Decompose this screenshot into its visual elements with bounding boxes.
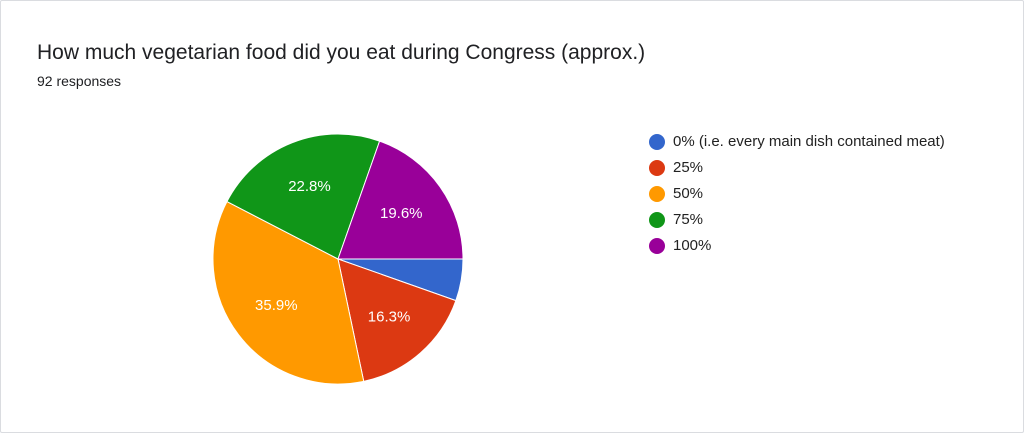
legend-item: 50% — [649, 184, 949, 204]
legend-item: 75% — [649, 210, 949, 230]
pie-slice — [226, 133, 381, 260]
slice-label: 22.8% — [288, 178, 331, 195]
response-count: 92 responses — [37, 73, 122, 89]
legend-item: 25% — [649, 158, 949, 178]
legend-swatch — [649, 238, 665, 254]
legend-label: 75% — [673, 211, 704, 228]
legend-label: 25% — [673, 159, 704, 176]
legend: 0% (i.e. every main dish contained meat)… — [649, 132, 949, 262]
legend-label: 100% — [673, 237, 712, 254]
legend-item: 0% (i.e. every main dish contained meat) — [649, 132, 949, 152]
slice-label: 35.9% — [255, 297, 298, 314]
pie-slice — [337, 258, 457, 382]
legend-label: 50% — [673, 185, 704, 202]
chart-title: How much vegetarian food did you eat dur… — [37, 41, 646, 64]
slice-label: 19.6% — [380, 205, 423, 222]
legend-swatch — [649, 134, 665, 150]
slice-label: 16.3% — [368, 308, 411, 325]
legend-item: 100% — [649, 236, 949, 256]
legend-label: 0% (i.e. every main dish contained meat) — [673, 133, 945, 150]
pie-slice — [337, 140, 464, 260]
pie-slice — [212, 200, 365, 385]
legend-swatch — [649, 186, 665, 202]
legend-swatch — [649, 160, 665, 176]
legend-swatch — [649, 212, 665, 228]
